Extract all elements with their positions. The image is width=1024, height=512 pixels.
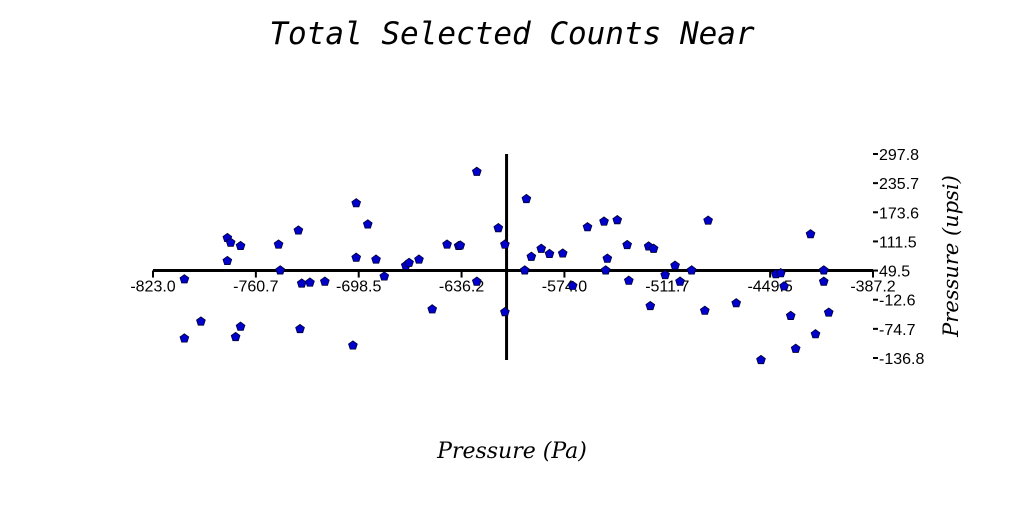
x-axis-ticks: -823.0 -760.7 -698.5 -636.2 -574.0 -511.7 -449… [130,270,896,296]
data-point [427,304,438,314]
x-axis-label: Pressure (Pa) [436,439,587,464]
data-point [362,219,373,229]
data-point [699,305,710,315]
data-point [521,193,532,204]
data-point [612,214,623,225]
data-point [500,239,510,249]
data-point [785,310,796,320]
data-point [775,268,786,278]
data-points [179,166,834,365]
data-point [623,275,634,285]
x-tick-label: -449.5 [747,279,792,296]
y-tick-label: 235.7 [879,176,919,193]
data-point [686,265,697,275]
data-point [455,240,466,250]
data-point [235,240,246,251]
y-tick-label: 111.5 [879,234,917,251]
data-point [818,276,829,286]
y-axis-ticks: 297.8 235.7 173.6 111.5 49.5 -12.6 -74.7 -136.8 [873,147,924,368]
data-point [805,229,816,239]
data-point [493,222,504,233]
data-point [526,251,537,261]
x-tick-label: -823.0 [130,279,175,296]
data-point [442,239,452,249]
data-point [622,239,633,250]
data-point [414,254,424,264]
data-point [544,248,555,259]
data-point [500,306,510,317]
data-point [296,278,307,288]
data-point [179,274,190,284]
y-tick-label: -12.6 [879,293,916,310]
data-point [379,271,390,281]
data-point [230,331,241,342]
data-point [536,243,547,253]
data-point [471,166,482,176]
data-point [779,281,789,291]
data-point [670,260,680,270]
data-point [602,253,613,263]
data-point [648,243,659,253]
data-point [275,265,286,275]
data-point [557,248,568,258]
y-tick-label: 297.8 [879,147,919,164]
x-tick-label: -760.7 [233,279,278,296]
data-point [319,276,330,286]
data-point [371,254,381,264]
y-tick-label: 49.5 [879,264,910,281]
data-point [404,257,414,267]
data-point [225,237,236,247]
data-point [471,276,482,286]
data-point [823,307,834,317]
data-point [600,265,611,275]
data-point [675,276,685,286]
y-tick-label: -74.7 [879,322,916,339]
data-point [567,280,578,290]
data-point [519,265,530,275]
data-point [599,216,609,226]
data-point [756,354,766,365]
data-point [293,225,304,235]
data-point [351,252,362,262]
data-point [351,198,362,208]
data-point [196,316,206,326]
y-axis-label: Pressure (upsi) [939,175,963,338]
data-point [582,222,593,232]
data-point [179,333,190,343]
x-tick-label: -574.0 [542,279,587,296]
data-point [348,340,358,350]
data-point [273,239,284,249]
data-point [660,269,671,280]
data-point [810,329,821,339]
data-point [222,255,233,266]
data-point [731,298,742,308]
data-point [818,265,829,275]
data-point [235,321,246,331]
data-point [790,343,801,353]
x-tick-label: -698.5 [336,279,381,296]
y-tick-label: 173.6 [879,205,919,222]
data-point [295,323,305,334]
x-tick-label: -387.2 [850,279,895,296]
data-point [703,215,713,225]
y-tick-label: -136.8 [879,351,924,368]
data-point [305,277,315,287]
data-point [645,300,656,311]
chart-title: Total Selected Counts Near [269,16,755,52]
